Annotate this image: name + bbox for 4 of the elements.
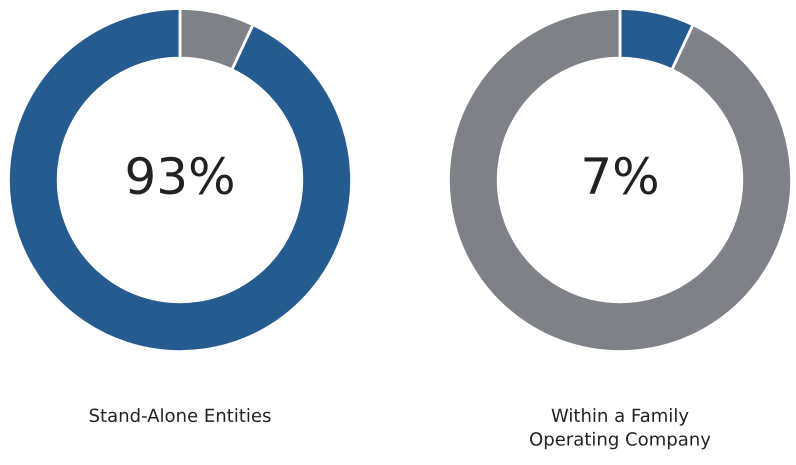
text: Stand-Alone Entities [90, 408, 271, 422]
text: 93% [128, 156, 233, 195]
text: 7% [584, 156, 657, 195]
text: Within a Family Operating Company [530, 408, 710, 450]
